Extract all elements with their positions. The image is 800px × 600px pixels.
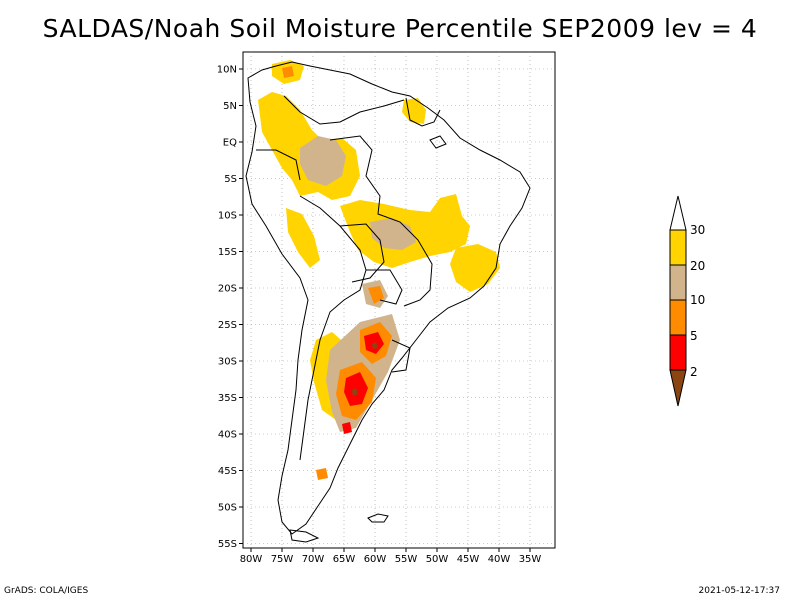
- border-paraguay: [366, 269, 403, 305]
- falkland-islands: [367, 513, 389, 523]
- colorbar-swatch-5-10: [669, 299, 687, 336]
- lat-label: 40S: [218, 430, 237, 441]
- colorbar-label-2: 2: [690, 365, 698, 379]
- grads-credit: GrADS: COLA/IGES: [4, 586, 89, 596]
- border-north: [283, 95, 405, 125]
- border-bolivia: [339, 223, 385, 283]
- longitude-tick-labels: 80W 75W 70W 65W 60W 55W 50W 45W 40W 35W: [240, 548, 542, 565]
- border-guianas: [405, 97, 441, 127]
- lat-label: EQ: [223, 138, 237, 149]
- colorbar-top-arrow: [669, 195, 687, 231]
- lat-label: 5S: [224, 174, 237, 185]
- shade-10-20-amazon: [300, 136, 346, 186]
- lon-label: 75W: [271, 554, 294, 565]
- lat-label: 30S: [218, 357, 237, 368]
- south-america-coastline: [245, 61, 531, 535]
- lat-label: 20S: [218, 284, 237, 295]
- lat-label: 45S: [218, 466, 237, 477]
- shade-20-30-guiana: [402, 98, 426, 124]
- shade-2-5-scattered: [342, 422, 352, 434]
- border-uruguay: [391, 339, 411, 373]
- lon-label: 35W: [519, 554, 542, 565]
- shade-0-2-spots: [352, 342, 378, 396]
- lat-label: 35S: [218, 393, 237, 404]
- lat-label: 15S: [218, 247, 237, 258]
- shade-20-30-andes: [286, 208, 320, 268]
- lon-label: 45W: [457, 554, 480, 565]
- map-title: SALDAS/Noah Soil Moisture Percentile SEP…: [42, 14, 758, 43]
- lat-label: 10S: [218, 211, 237, 222]
- colorbar-label-5: 5: [690, 329, 698, 343]
- latitude-tick-labels: 10N 5N EQ 5S 10S 15S 20S 25S 30S 35S 40S 45S 50S 55S: [217, 65, 243, 550]
- colorbar-label-30: 30: [690, 223, 705, 237]
- lon-label: 50W: [426, 554, 449, 565]
- lat-label: 25S: [218, 320, 237, 331]
- marajo-island: [429, 135, 447, 149]
- colorbar-swatch-2-5: [669, 334, 687, 371]
- tierra-del-fuego: [289, 529, 320, 543]
- lat-label: 50S: [218, 503, 237, 514]
- colorbar-label-10: 10: [690, 293, 705, 307]
- border-ecuador-peru: [256, 149, 301, 181]
- lon-label: 65W: [333, 554, 356, 565]
- colorbar-bottom-arrow: [669, 369, 687, 407]
- colorbar-label-20: 20: [690, 259, 705, 273]
- lon-label: 70W: [302, 554, 325, 565]
- timestamp: 2021-05-12-17:37: [698, 586, 781, 596]
- shade-5-10-patagonia: [316, 468, 328, 480]
- lon-label: 80W: [240, 554, 263, 565]
- coastlines-and-borders: [245, 61, 531, 543]
- lon-label: 60W: [364, 554, 387, 565]
- colorbar-swatch-10-20: [669, 264, 687, 301]
- lat-label: 10N: [217, 65, 237, 76]
- lat-label: 55S: [218, 539, 237, 550]
- shade-5-10-colombia: [282, 66, 294, 78]
- colorbar: 30 20 10 5 2: [669, 195, 705, 407]
- lon-label: 55W: [395, 554, 418, 565]
- colorbar-swatch-20-30: [669, 229, 687, 266]
- lon-label: 40W: [488, 554, 511, 565]
- lat-label: 5N: [223, 101, 237, 112]
- shade-5-10-paraguay: [368, 286, 384, 304]
- border-brazil: [329, 135, 433, 307]
